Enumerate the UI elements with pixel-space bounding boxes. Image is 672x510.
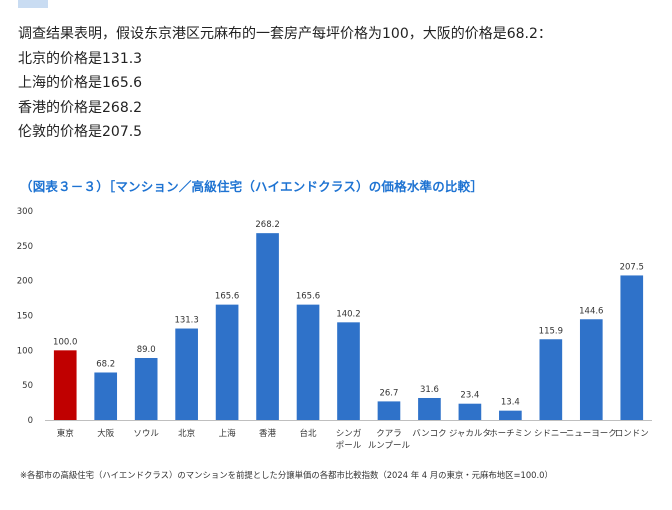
bar: [579, 319, 603, 420]
chart-title: （図表３－３）［マンション／高級住宅（ハイエンドクラス）の価格水準の比較］: [20, 179, 484, 194]
x-tick-label: 北京: [178, 428, 195, 439]
y-tick-label: 300: [17, 207, 33, 217]
data-label: 31.6: [420, 385, 439, 395]
data-label: 23.4: [460, 391, 479, 401]
y-tick-label: 150: [17, 312, 33, 322]
x-tick-label: 上海: [219, 428, 237, 439]
bar: [53, 350, 77, 420]
data-label: 115.9: [539, 326, 563, 336]
x-tick-label: シンガ: [336, 428, 362, 439]
bar-chart: 0 50 100 150 200 250 300 100.0 東京 68.2 大阪 89.0 ソウル 13…: [17, 207, 652, 451]
x-tick-label: ニューヨーク: [566, 429, 617, 439]
data-label: 131.3: [174, 316, 198, 326]
bar: [296, 304, 320, 420]
bar: [539, 339, 563, 420]
bar: [175, 328, 198, 420]
bar: [499, 410, 522, 420]
data-label: 140.2: [336, 309, 360, 319]
intro-line-shanghai: 上海的价格是165.6: [18, 75, 143, 92]
y-tick-label: 100: [17, 346, 33, 356]
intro-line-beijing: 北京的价格是131.3: [18, 50, 143, 67]
x-tick-label: バンコク: [412, 429, 446, 439]
bar: [215, 304, 239, 420]
x-tick-label: クアラ: [376, 429, 402, 439]
data-label: 165.6: [215, 292, 239, 302]
x-tick-label: 香港: [259, 428, 277, 439]
x-tick-label: ホーチミン: [489, 429, 532, 439]
y-tick-label: 50: [22, 381, 33, 391]
y-tick-label: 200: [17, 277, 33, 287]
data-label: 144.6: [579, 306, 603, 316]
data-label: 13.4: [501, 398, 520, 408]
data-label: 100.0: [53, 337, 77, 347]
x-tick-label: ポール: [336, 441, 362, 451]
data-label: 68.2: [96, 359, 115, 369]
intro-line-hongkong: 香港的价格是268.2: [18, 99, 143, 116]
y-tick-label: 250: [17, 242, 33, 252]
x-tick-label: ロンドン: [615, 429, 649, 439]
intro-text: 调查结果表明，假设东京港区元麻布的一套房产每坪价格为100，大阪的价格是68.2…: [18, 22, 658, 145]
corner-decoration: [18, 0, 48, 8]
data-label: 89.0: [137, 345, 156, 355]
bar: [620, 275, 644, 420]
intro-line-summary: 调查结果表明，假设东京港区元麻布的一套房产每坪价格为100，大阪的价格是68.2…: [18, 26, 552, 42]
data-label: 26.7: [379, 388, 398, 398]
data-label: 207.5: [620, 262, 644, 272]
x-tick-label: 台北: [300, 428, 318, 439]
bar: [377, 401, 401, 420]
chart-footnote: ※各都市の高級住宅（ハイエンドクラス）のマンションを前提とした分譲単価の各都市比…: [20, 470, 553, 480]
x-tick-label: ジャカルタ: [449, 429, 491, 439]
bar: [458, 403, 482, 420]
intro-line-london: 伦敦的价格是207.5: [18, 124, 143, 141]
x-tick-label: ソウル: [133, 429, 159, 439]
bar: [337, 322, 360, 420]
x-tick-label: シドニー: [534, 429, 568, 439]
bar: [94, 372, 118, 420]
x-tick-label: 大阪: [97, 428, 115, 439]
data-label: 165.6: [296, 292, 320, 302]
x-tick-label: 東京: [57, 428, 74, 439]
x-tick-label: ルンプール: [368, 441, 411, 451]
bar: [418, 397, 441, 420]
bar: [134, 357, 158, 420]
data-label: 268.2: [255, 220, 279, 230]
y-tick-label: 0: [28, 416, 33, 426]
bar: [256, 233, 279, 420]
